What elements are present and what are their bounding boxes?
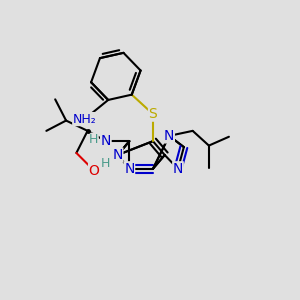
Text: N: N <box>100 134 111 148</box>
Text: N: N <box>112 148 123 162</box>
Text: O: O <box>88 164 100 178</box>
Text: H: H <box>101 157 110 170</box>
Text: N: N <box>124 162 135 176</box>
Text: NH₂: NH₂ <box>73 112 97 126</box>
Text: N: N <box>173 162 183 176</box>
Text: N: N <box>164 129 174 143</box>
Text: H: H <box>89 133 98 146</box>
Text: S: S <box>148 107 157 121</box>
